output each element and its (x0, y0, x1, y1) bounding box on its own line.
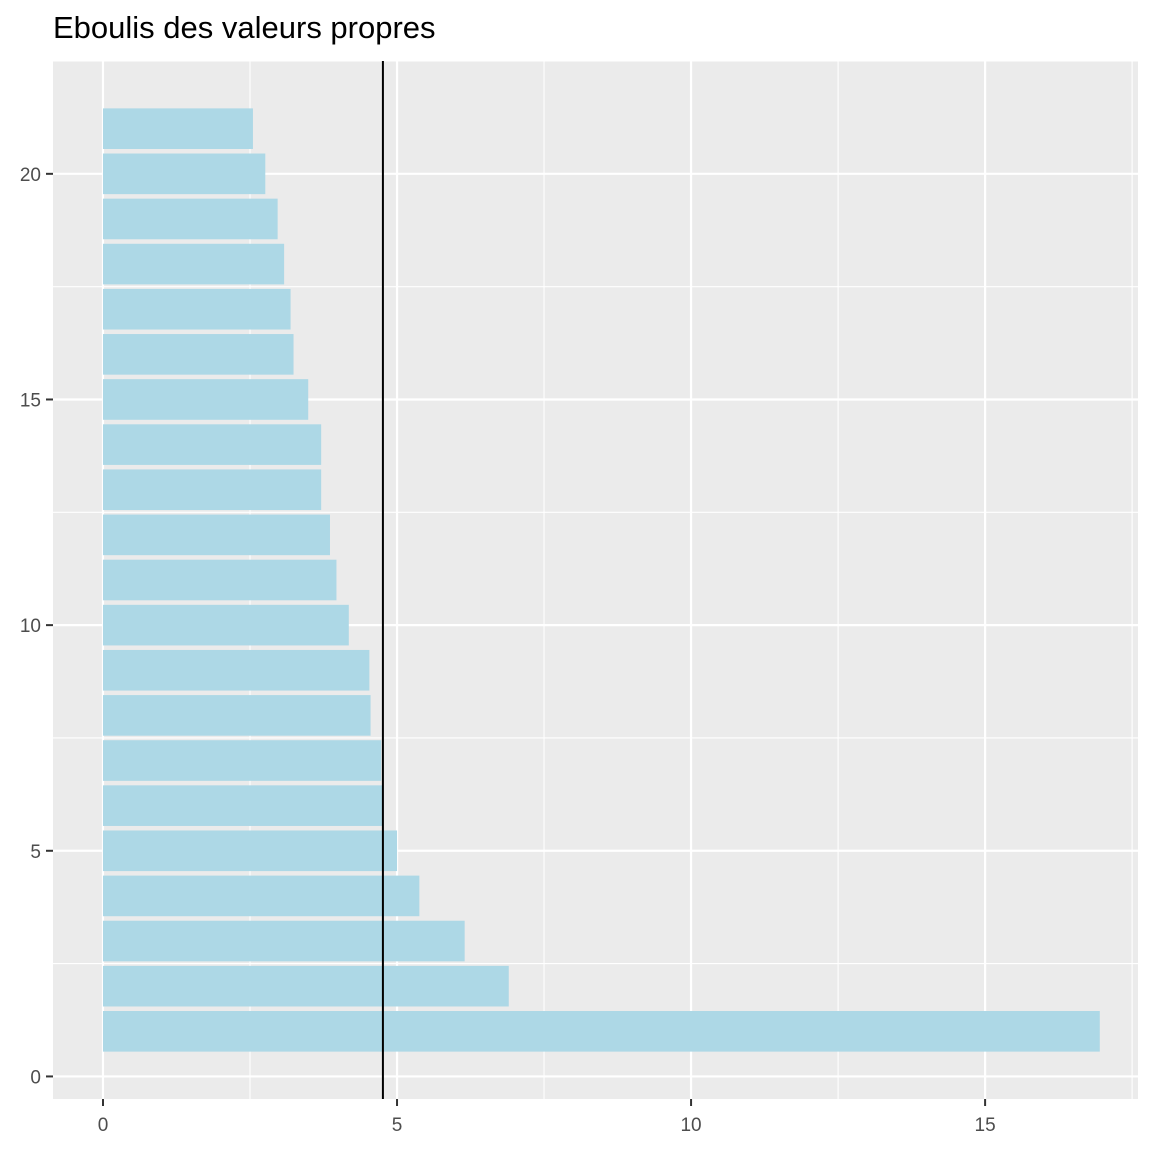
y-tick-label: 10 (20, 616, 41, 637)
bar-6 (102, 785, 383, 826)
bar-14 (102, 424, 322, 465)
bar-15 (102, 379, 309, 420)
bar-4 (102, 875, 420, 917)
bar-20 (102, 153, 266, 195)
chart-title: Eboulis des valeurs propres (53, 10, 436, 45)
bar-5 (102, 830, 398, 872)
y-axis: 0 5 10 15 20 (20, 165, 53, 1088)
bar-9 (102, 649, 370, 691)
x-axis: 0 5 10 15 (98, 1099, 996, 1136)
y-tick-label: 0 (30, 1067, 41, 1088)
bar-19 (102, 198, 278, 240)
bar-2 (102, 965, 509, 1007)
bar-7 (102, 740, 382, 781)
x-tick-label: 5 (392, 1115, 403, 1136)
x-tick-label: 0 (98, 1115, 109, 1136)
bar-10 (102, 604, 349, 646)
bar-3 (102, 920, 465, 962)
bar-17 (102, 288, 291, 330)
minor-gridlines (53, 60, 1138, 1099)
bar-1 (102, 1010, 1100, 1052)
bar-16 (102, 334, 294, 375)
bar-8 (102, 695, 371, 736)
x-tick-label: 15 (975, 1115, 996, 1136)
y-tick-label: 5 (30, 842, 41, 863)
bar-21 (102, 108, 253, 150)
y-tick-label: 15 (20, 390, 41, 411)
x-tick-label: 10 (680, 1115, 701, 1136)
bars (102, 108, 1100, 1052)
y-tick-label: 20 (20, 165, 41, 186)
bar-13 (102, 469, 322, 511)
bar-18 (102, 243, 285, 285)
bar-12 (102, 514, 330, 556)
bar-11 (102, 559, 337, 601)
